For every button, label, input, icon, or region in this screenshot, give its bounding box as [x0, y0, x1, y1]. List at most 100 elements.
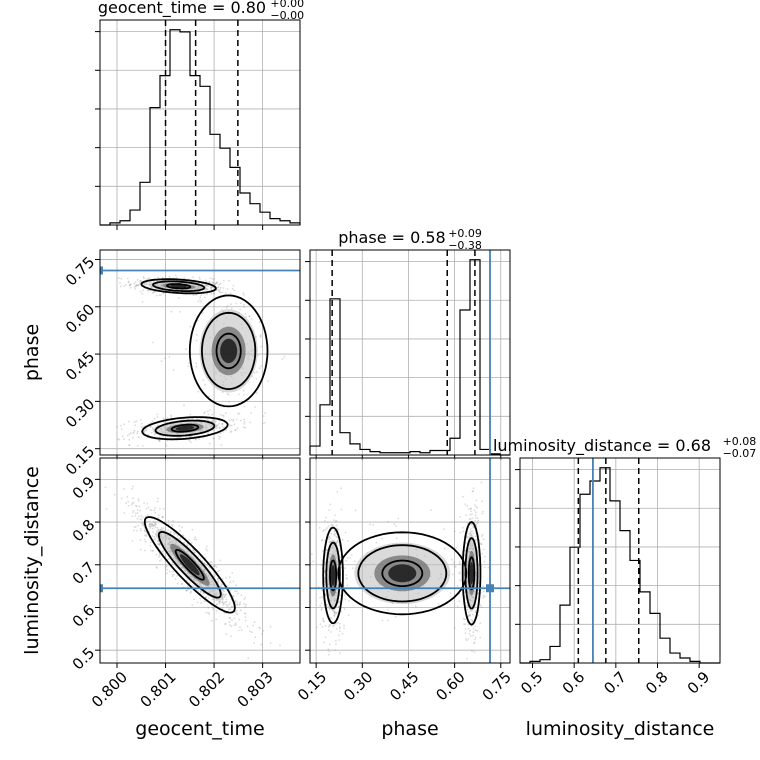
- sample-point: [326, 527, 328, 529]
- sample-point: [451, 558, 453, 561]
- sample-point: [468, 614, 470, 617]
- sample-point: [205, 284, 207, 287]
- sample-point: [455, 547, 458, 549]
- sample-point: [335, 612, 337, 615]
- sample-point: [213, 437, 215, 440]
- sample-point: [472, 631, 475, 633]
- sample-point: [145, 520, 148, 523]
- sample-point: [211, 278, 214, 280]
- sample-point: [146, 282, 149, 285]
- sample-point: [195, 339, 198, 342]
- contour-line: [174, 548, 205, 581]
- sample-point: [473, 651, 476, 653]
- sample-point: [145, 535, 148, 538]
- sample-point: [173, 533, 176, 536]
- sample-point: [481, 533, 484, 536]
- sample-point: [335, 520, 338, 522]
- sample-point: [142, 523, 145, 525]
- sample-point: [343, 627, 345, 629]
- sample-point: [459, 579, 461, 582]
- sample-point: [243, 598, 246, 601]
- sample-point: [387, 619, 389, 622]
- sample-point: [224, 601, 227, 603]
- contour-line: [357, 544, 448, 603]
- title-upper-error: +0.00: [270, 0, 304, 10]
- sample-point: [162, 550, 165, 552]
- sample-point: [134, 515, 137, 517]
- sample-point: [229, 581, 232, 583]
- sample-point: [323, 641, 325, 644]
- sample-point: [191, 604, 194, 606]
- sample-point: [414, 605, 417, 608]
- sample-point: [212, 419, 215, 422]
- sample-point: [464, 618, 466, 621]
- sample-point: [173, 573, 175, 576]
- sample-point: [230, 430, 233, 433]
- sample-point: [197, 589, 200, 592]
- sample-point: [162, 515, 164, 518]
- sample-point: [158, 439, 161, 442]
- sample-point: [133, 430, 136, 432]
- sample-point: [135, 505, 138, 508]
- sample-point: [218, 569, 221, 572]
- sample-point: [232, 595, 235, 597]
- sample-point: [341, 539, 344, 541]
- sample-point: [231, 619, 233, 621]
- sample-point: [158, 294, 161, 296]
- sample-point: [172, 519, 175, 522]
- sample-point: [162, 527, 165, 530]
- sample-point: [171, 561, 174, 564]
- sample-point: [215, 610, 218, 612]
- sample-point: [128, 284, 131, 287]
- sample-point: [132, 511, 134, 514]
- sample-point: [169, 531, 172, 534]
- sample-point: [349, 557, 351, 559]
- sample-point: [150, 285, 152, 288]
- sample-point: [174, 565, 177, 568]
- x-axis-label-luminosity_distance: luminosity_distance: [526, 718, 715, 740]
- sample-point: [324, 594, 327, 597]
- sample-point: [209, 277, 212, 280]
- sample-point: [146, 428, 149, 430]
- sample-point: [143, 429, 146, 432]
- density-fill: [170, 284, 187, 288]
- sample-point: [182, 418, 185, 421]
- sample-point: [243, 603, 245, 605]
- sample-point: [258, 321, 261, 324]
- contour-line: [165, 283, 192, 290]
- sample-point: [230, 307, 233, 310]
- sample-point: [324, 592, 327, 595]
- panel-frame: [99, 19, 301, 226]
- sample-point: [189, 413, 192, 416]
- sample-point: [242, 293, 245, 296]
- sample-point: [104, 486, 107, 489]
- sample-point: [464, 503, 466, 505]
- sample-point: [206, 293, 208, 296]
- sample-point: [206, 549, 209, 552]
- sample-point: [183, 404, 185, 407]
- sample-point: [152, 521, 155, 523]
- sample-point: [477, 592, 480, 595]
- sample-point: [234, 622, 237, 624]
- sample-point: [345, 574, 348, 576]
- sample-point: [143, 538, 146, 541]
- sample-point: [150, 281, 153, 284]
- y-tick-label: 0.75: [62, 253, 98, 289]
- sample-point: [240, 302, 242, 305]
- histogram-panel-geocent_time: geocent_time = 0.80 +0.00−0.00: [95, 0, 304, 230]
- sample-point: [201, 312, 204, 314]
- sample-point: [333, 534, 336, 537]
- sample-point: [218, 427, 221, 430]
- sample-point: [123, 512, 126, 514]
- sample-point: [142, 426, 144, 428]
- sample-point: [229, 292, 232, 295]
- sample-point: [205, 545, 208, 548]
- sample-point: [232, 580, 235, 583]
- sample-point: [139, 518, 142, 520]
- sample-point: [466, 535, 468, 538]
- sample-point: [161, 551, 164, 553]
- sample-point: [136, 444, 139, 447]
- sample-point: [171, 575, 174, 578]
- sample-point: [469, 614, 471, 617]
- x-tick-label: 0.8: [642, 668, 672, 698]
